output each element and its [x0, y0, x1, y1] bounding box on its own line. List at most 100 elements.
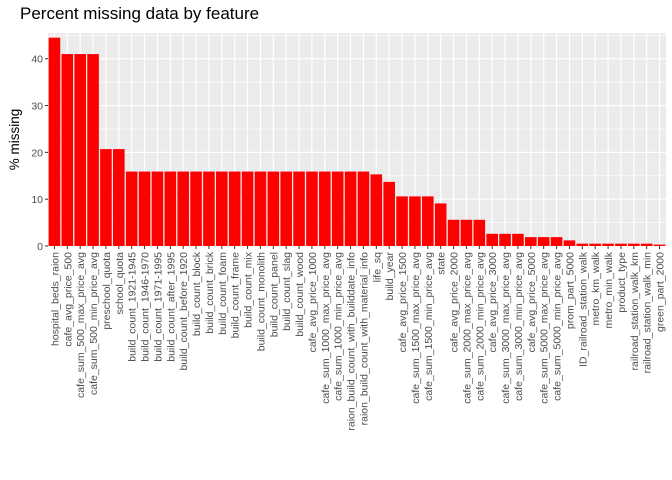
x-tick-label: build_year: [384, 252, 396, 301]
x-tick-label: raion_build_count_with_builddate_info: [346, 252, 358, 431]
bar: [306, 171, 318, 246]
bar: [216, 171, 228, 246]
bar: [241, 171, 254, 246]
bar: [447, 219, 460, 246]
bar: [228, 171, 241, 246]
bar: [370, 174, 383, 246]
bar: [293, 171, 305, 246]
bar: [203, 171, 215, 246]
x-tick-label: life_sq: [371, 252, 383, 283]
y-tick-label: 40: [31, 54, 43, 66]
x-tick-label: cafe_avg_price_5000: [526, 252, 538, 353]
x-tick-label: cafe_avg_price_500: [62, 252, 74, 347]
x-tick-label: build_count_foam: [217, 252, 229, 335]
bar: [254, 171, 267, 246]
minor-gridlines: [48, 35, 666, 223]
x-tick-label: railroad_station_walk_km: [629, 252, 641, 371]
y-tick-label: 0: [37, 241, 43, 253]
x-tick-label: cafe_sum_2000_max_price_avg: [461, 252, 473, 404]
x-tick-label: state: [436, 252, 448, 275]
bar: [113, 149, 125, 246]
x-tick-label: build_count_after_1995: [165, 252, 177, 362]
y-axis-title: % missing: [7, 109, 22, 171]
bar: [396, 196, 408, 246]
bar: [537, 237, 550, 246]
plot-panel: [48, 33, 666, 246]
x-tick-label: cafe_sum_3000_max_price_avg: [500, 252, 512, 404]
bar: [460, 219, 473, 246]
bars: [48, 37, 666, 246]
bar: [344, 171, 357, 246]
x-tick-label: cafe_sum_1500_max_price_avg: [410, 252, 422, 404]
chart-title: Percent missing data by feature: [20, 4, 260, 23]
x-tick-label: cafe_sum_5000_min_price_avg: [552, 252, 564, 401]
bar: [138, 171, 151, 246]
bar: [190, 171, 202, 246]
x-tick-label: build_count_panel: [268, 252, 280, 337]
x-tick-label: railroad_station_walk_min: [642, 252, 654, 374]
bar: [653, 244, 666, 246]
x-tick-label: cafe_avg_price_1000: [307, 252, 319, 353]
major-gridlines: [48, 33, 666, 247]
x-tick-label: ID_railroad_station_walk: [577, 251, 589, 367]
x-tick-label: cafe_sum_500_min_price_avg: [88, 252, 100, 395]
bar: [383, 181, 395, 246]
bar: [589, 243, 601, 246]
x-tick-label: raion_build_count_with_material_info: [358, 252, 370, 426]
bar: [164, 171, 177, 246]
bar: [100, 149, 112, 246]
bar: [280, 171, 292, 246]
x-tick-label: cafe_sum_3000_min_price_avg: [513, 252, 525, 401]
x-tick-label: build_count_1921-1945: [127, 252, 139, 362]
x-tick-label: cafe_sum_5000_max_price_avg: [539, 252, 551, 404]
bar: [486, 233, 498, 246]
bar: [409, 196, 421, 246]
x-tick-label: cafe_avg_price_2000: [449, 252, 461, 353]
bar: [512, 233, 524, 246]
x-tick-label: cafe_avg_price_3000: [487, 252, 499, 353]
x-tick-label: cafe_sum_1000_max_price_avg: [320, 252, 332, 404]
bar: [525, 237, 537, 246]
x-tick-label: build_count_1971-1995: [152, 252, 164, 362]
y-tick-label: 20: [31, 147, 43, 159]
x-tick-label: cafe_sum_1000_min_price_avg: [333, 252, 345, 401]
bar: [125, 171, 138, 246]
x-tick-label: metro_km_walk: [590, 251, 602, 325]
bar: [615, 243, 627, 246]
bar: [267, 171, 280, 246]
x-tick-label: cafe_sum_500_max_price_avg: [75, 252, 87, 398]
bar: [628, 243, 640, 246]
x-tick-label: cafe_sum_2000_min_price_avg: [474, 252, 486, 401]
y-axis: 0 10 20 30 40: [31, 54, 48, 253]
bar: [499, 233, 511, 246]
bar: [422, 196, 434, 246]
bar: [177, 171, 189, 246]
bar: [87, 54, 99, 246]
bar: [48, 37, 61, 246]
bar: [151, 171, 164, 246]
bar: [550, 237, 563, 246]
x-axis: hospital_beds_raion cafe_avg_price_500 caf…: [49, 246, 667, 431]
bar: [640, 243, 653, 246]
bar: [61, 54, 74, 246]
x-tick-label: build_count_slag: [281, 252, 293, 331]
bar: [576, 243, 589, 246]
x-tick-label: build_count_1946-1970: [140, 252, 152, 362]
bar: [473, 219, 486, 246]
bar: [602, 243, 614, 246]
x-tick-label: build_count_mix: [243, 251, 255, 328]
y-tick-label: 30: [31, 101, 43, 113]
bar: [563, 240, 576, 246]
x-tick-label: cafe_sum_1500_min_price_avg: [423, 252, 435, 401]
x-tick-label: hospital_beds_raion: [49, 252, 61, 346]
x-tick-label: build_count_before_1920: [178, 252, 190, 371]
x-tick-label: build_count_wood: [294, 252, 306, 337]
x-tick-label: product_type: [616, 252, 628, 313]
x-tick-label: preschool_quota: [101, 252, 113, 330]
x-tick-label: prom_part_5000: [564, 252, 576, 329]
x-tick-label: build_count_block: [191, 251, 203, 336]
x-tick-label: build_count_brick: [204, 251, 216, 333]
y-tick-label: 10: [31, 194, 43, 206]
bar: [319, 171, 331, 246]
